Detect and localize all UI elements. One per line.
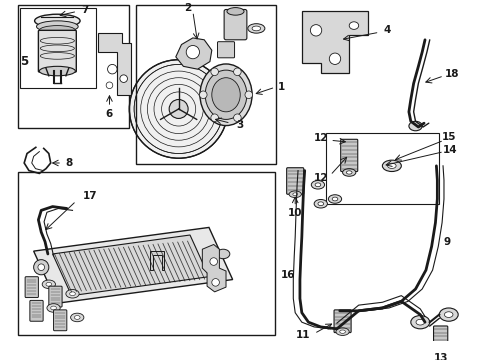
FancyBboxPatch shape	[286, 168, 303, 194]
FancyBboxPatch shape	[54, 310, 67, 331]
Ellipse shape	[331, 197, 337, 201]
Circle shape	[120, 75, 127, 82]
Ellipse shape	[438, 308, 457, 321]
Polygon shape	[34, 228, 232, 303]
Text: 1: 1	[278, 82, 285, 92]
Ellipse shape	[317, 202, 323, 206]
Polygon shape	[150, 251, 164, 270]
Ellipse shape	[39, 26, 75, 35]
Text: 2: 2	[184, 3, 191, 13]
Polygon shape	[98, 33, 131, 95]
Ellipse shape	[314, 183, 320, 187]
Bar	[18, 5, 129, 128]
FancyBboxPatch shape	[333, 310, 350, 333]
Ellipse shape	[66, 289, 79, 298]
FancyBboxPatch shape	[340, 139, 357, 171]
Text: 3: 3	[236, 120, 244, 130]
Text: 10: 10	[287, 208, 302, 218]
Ellipse shape	[382, 160, 401, 171]
Ellipse shape	[444, 312, 452, 318]
Ellipse shape	[311, 180, 324, 189]
Circle shape	[310, 24, 321, 36]
FancyBboxPatch shape	[30, 300, 43, 321]
FancyBboxPatch shape	[39, 30, 76, 72]
Ellipse shape	[226, 8, 244, 15]
Ellipse shape	[70, 313, 84, 322]
Ellipse shape	[74, 316, 80, 319]
FancyBboxPatch shape	[224, 9, 246, 40]
Text: 8: 8	[65, 158, 72, 168]
Text: 5: 5	[20, 55, 28, 68]
Bar	[18, 172, 275, 336]
Bar	[136, 5, 276, 164]
Ellipse shape	[410, 316, 429, 329]
Polygon shape	[202, 244, 225, 292]
Circle shape	[209, 258, 217, 265]
Ellipse shape	[42, 280, 55, 289]
Text: 15: 15	[441, 132, 455, 143]
Ellipse shape	[348, 22, 358, 30]
Text: 6: 6	[105, 109, 113, 119]
Ellipse shape	[415, 319, 424, 325]
FancyBboxPatch shape	[49, 286, 62, 307]
Text: 17: 17	[83, 191, 98, 201]
Ellipse shape	[35, 14, 80, 27]
Ellipse shape	[47, 304, 60, 312]
Ellipse shape	[342, 169, 355, 176]
Bar	[20, 8, 96, 88]
Ellipse shape	[387, 163, 395, 168]
Circle shape	[186, 45, 199, 59]
Text: 11: 11	[295, 330, 309, 341]
Circle shape	[106, 82, 113, 89]
Ellipse shape	[408, 121, 421, 131]
Polygon shape	[53, 235, 208, 296]
Ellipse shape	[313, 199, 327, 208]
Ellipse shape	[335, 328, 348, 336]
Ellipse shape	[211, 78, 240, 112]
Bar	[325, 133, 438, 204]
Ellipse shape	[205, 70, 246, 120]
Ellipse shape	[288, 191, 301, 198]
Text: 16: 16	[280, 270, 294, 280]
Ellipse shape	[37, 21, 78, 32]
Ellipse shape	[339, 330, 345, 333]
Ellipse shape	[328, 195, 341, 203]
Ellipse shape	[292, 193, 297, 196]
Ellipse shape	[216, 249, 229, 259]
Circle shape	[210, 114, 218, 122]
Circle shape	[211, 279, 219, 286]
FancyBboxPatch shape	[433, 326, 447, 349]
Text: 13: 13	[433, 353, 447, 360]
Text: 4: 4	[383, 25, 390, 35]
Ellipse shape	[247, 24, 264, 33]
Ellipse shape	[200, 64, 252, 126]
Ellipse shape	[46, 282, 52, 286]
Circle shape	[210, 68, 218, 76]
Circle shape	[34, 260, 49, 275]
Text: 12: 12	[313, 133, 327, 143]
Circle shape	[199, 91, 206, 99]
FancyBboxPatch shape	[217, 42, 234, 58]
Text: 7: 7	[81, 5, 88, 15]
Circle shape	[233, 68, 241, 76]
Circle shape	[38, 264, 44, 271]
Circle shape	[233, 114, 241, 122]
Polygon shape	[301, 12, 367, 73]
Text: 12: 12	[313, 173, 327, 183]
Circle shape	[169, 99, 188, 118]
Ellipse shape	[346, 171, 351, 174]
Circle shape	[107, 64, 117, 74]
FancyBboxPatch shape	[25, 277, 39, 298]
Ellipse shape	[252, 26, 260, 31]
Ellipse shape	[39, 66, 75, 76]
Text: 14: 14	[443, 145, 457, 155]
Text: 9: 9	[442, 237, 449, 247]
Text: 18: 18	[445, 69, 459, 79]
Circle shape	[244, 91, 252, 99]
Circle shape	[328, 53, 340, 64]
Polygon shape	[176, 38, 211, 69]
Ellipse shape	[51, 306, 56, 310]
Ellipse shape	[69, 292, 75, 296]
Circle shape	[129, 60, 227, 158]
